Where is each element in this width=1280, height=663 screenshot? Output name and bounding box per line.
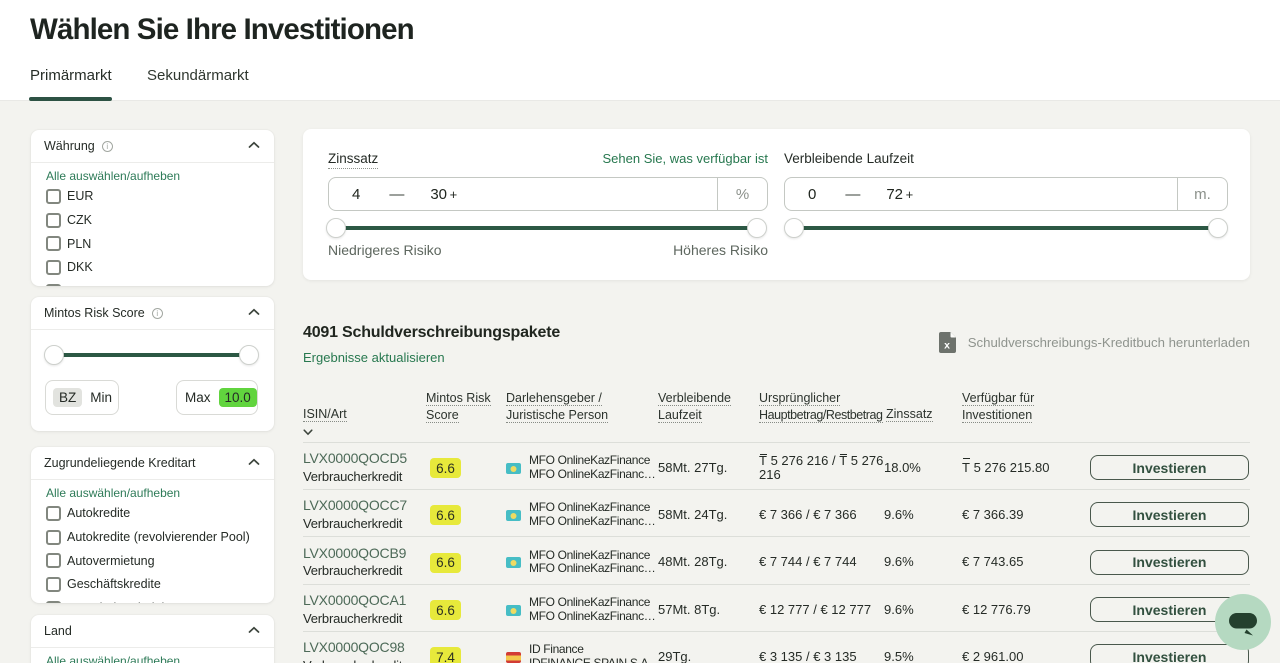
svg-text:x: x [944,340,950,352]
